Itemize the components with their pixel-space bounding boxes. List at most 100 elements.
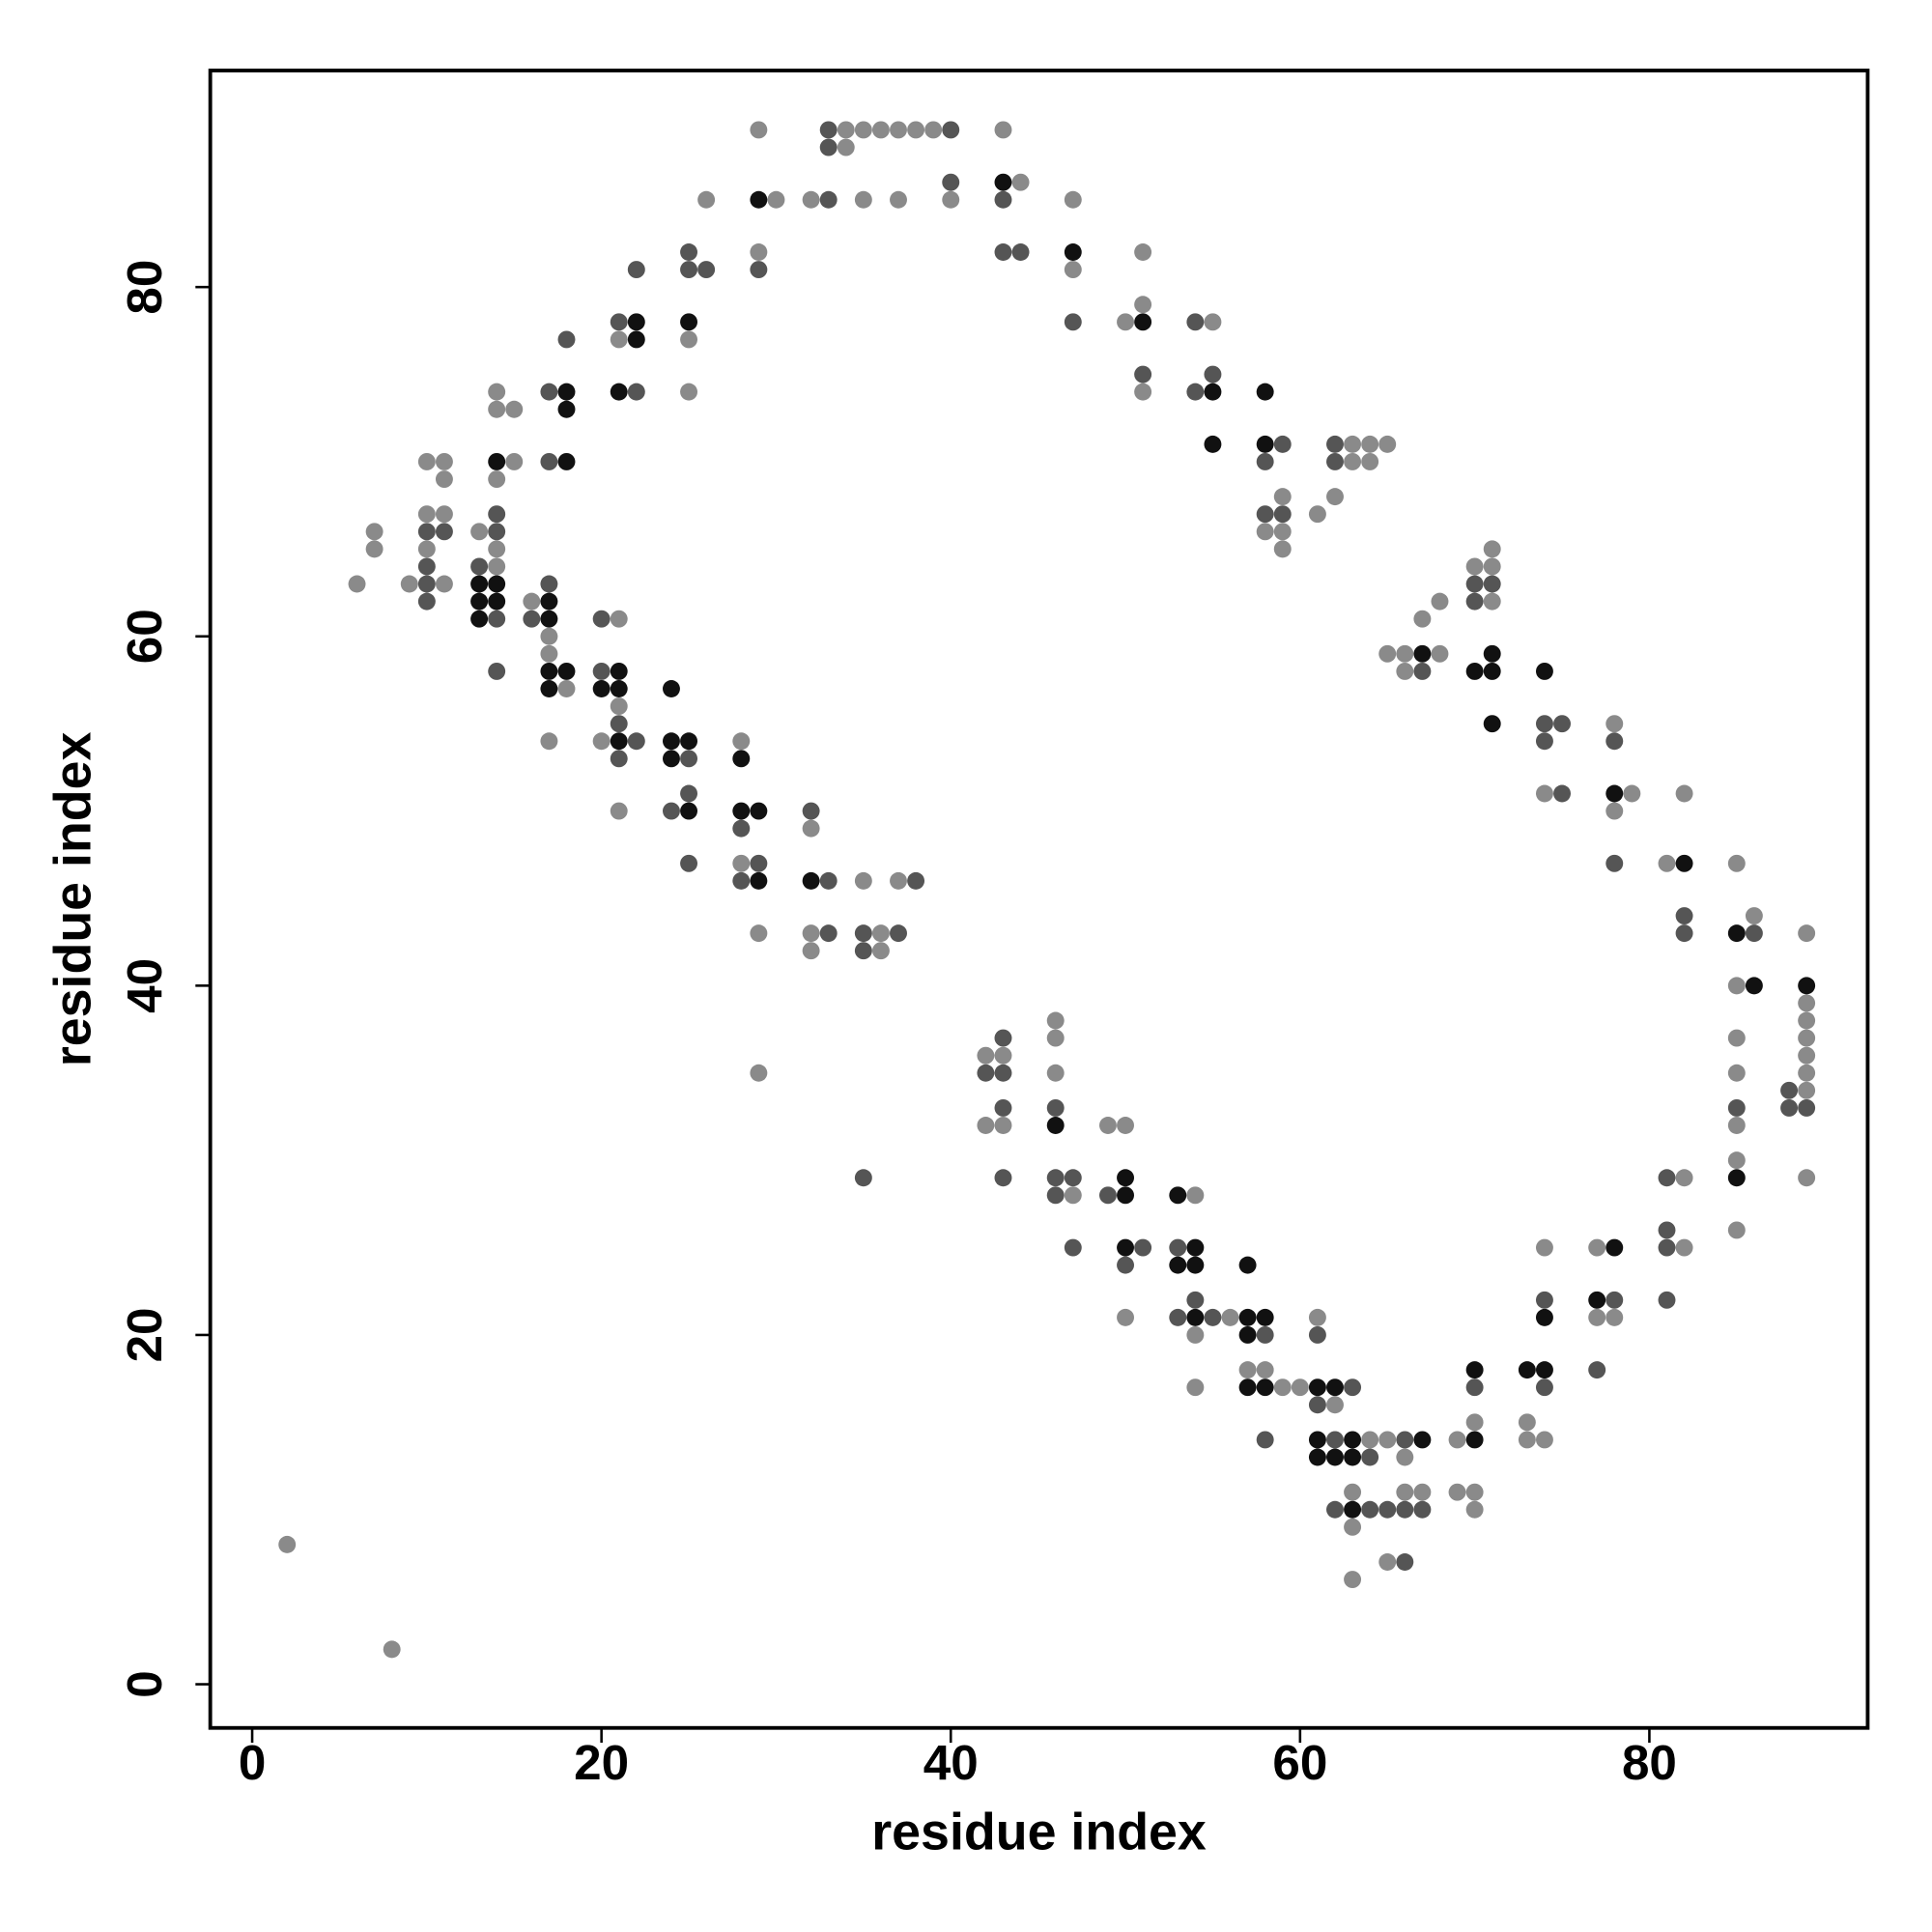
point xyxy=(610,383,628,401)
point xyxy=(680,383,698,401)
point xyxy=(854,190,872,209)
point xyxy=(1326,453,1344,470)
point xyxy=(1117,1117,1135,1134)
point xyxy=(1448,1483,1466,1501)
point xyxy=(1605,715,1624,733)
point xyxy=(994,1169,1012,1187)
point xyxy=(1134,1238,1152,1257)
point xyxy=(1745,907,1763,924)
point xyxy=(994,1046,1012,1065)
point xyxy=(663,802,680,820)
point xyxy=(994,121,1012,139)
point xyxy=(1308,1308,1326,1326)
point xyxy=(977,1117,995,1134)
point xyxy=(470,557,489,576)
point xyxy=(1273,540,1292,558)
point xyxy=(1396,1431,1414,1449)
point xyxy=(1535,715,1553,733)
point xyxy=(540,383,558,401)
y-tick-label: 60 xyxy=(117,609,172,664)
point xyxy=(1727,977,1746,995)
point xyxy=(383,1640,401,1659)
point xyxy=(680,313,698,331)
point xyxy=(1658,1238,1676,1257)
point xyxy=(1046,1098,1065,1117)
point xyxy=(1046,1117,1065,1134)
point xyxy=(1186,1186,1205,1205)
plot-frame xyxy=(208,69,1870,1730)
point xyxy=(1727,1064,1746,1082)
point xyxy=(1465,662,1484,680)
point xyxy=(1588,1308,1606,1326)
point xyxy=(1221,1308,1239,1326)
point xyxy=(802,819,820,838)
point xyxy=(1535,1431,1553,1449)
point xyxy=(1396,1483,1414,1501)
point xyxy=(1186,383,1205,401)
point xyxy=(417,592,436,611)
point xyxy=(1361,435,1379,453)
point xyxy=(1483,644,1501,663)
point xyxy=(1308,1325,1326,1344)
point xyxy=(994,1029,1012,1047)
point xyxy=(488,505,506,524)
point xyxy=(470,575,489,593)
point xyxy=(1308,1448,1326,1466)
point xyxy=(470,592,489,611)
point xyxy=(540,453,558,470)
point xyxy=(523,592,541,611)
point xyxy=(977,1064,995,1082)
point xyxy=(732,802,751,820)
point xyxy=(1658,854,1676,872)
point xyxy=(1727,1221,1746,1239)
point xyxy=(1046,1011,1065,1030)
point xyxy=(1431,592,1449,611)
point xyxy=(592,662,611,680)
point xyxy=(1378,1500,1397,1519)
point xyxy=(1186,1325,1205,1344)
point xyxy=(1535,784,1553,803)
x-tick-label: 0 xyxy=(239,1735,266,1790)
point xyxy=(435,453,453,470)
point xyxy=(750,802,768,820)
point xyxy=(1518,1361,1536,1379)
y-tick-label: 40 xyxy=(117,958,172,1013)
point xyxy=(1745,977,1763,995)
point xyxy=(1169,1308,1187,1326)
point xyxy=(627,732,645,751)
point xyxy=(1204,365,1222,384)
point xyxy=(1064,313,1082,331)
point xyxy=(750,121,768,139)
point xyxy=(1605,854,1624,872)
point xyxy=(942,121,960,139)
point xyxy=(697,190,716,209)
point xyxy=(1238,1325,1257,1344)
point xyxy=(1727,854,1746,872)
point xyxy=(1605,1238,1624,1257)
point xyxy=(1518,1413,1536,1432)
point xyxy=(1798,1046,1816,1065)
point xyxy=(1483,715,1501,733)
point xyxy=(1344,435,1362,453)
point xyxy=(750,854,768,872)
point xyxy=(907,121,925,139)
point xyxy=(1326,1500,1344,1519)
point xyxy=(680,732,698,751)
point xyxy=(557,662,576,680)
point xyxy=(1727,1098,1746,1117)
point xyxy=(1169,1186,1187,1205)
point xyxy=(802,871,820,890)
point xyxy=(505,400,524,418)
point xyxy=(1658,1221,1676,1239)
point xyxy=(871,924,890,943)
point xyxy=(680,330,698,349)
point xyxy=(1465,1378,1484,1397)
point xyxy=(854,942,872,960)
point xyxy=(1535,732,1553,751)
point xyxy=(1256,383,1274,401)
point xyxy=(663,732,680,751)
point xyxy=(1378,1431,1397,1449)
point xyxy=(1465,592,1484,611)
point xyxy=(1186,313,1205,331)
